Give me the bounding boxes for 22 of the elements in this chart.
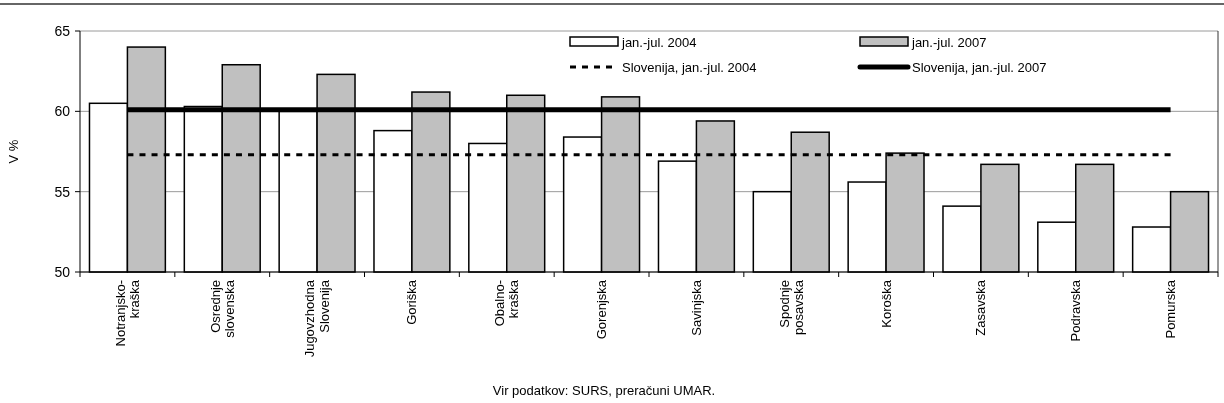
legend-label: jan.-jul. 2007 — [911, 34, 987, 50]
x-tick-label: Savinjska — [688, 279, 704, 336]
y-tick-label: 50 — [54, 263, 71, 280]
x-tick-label: Goriška — [404, 279, 420, 325]
x-tick-label: Osrednje slovenska — [207, 279, 237, 338]
y-tick-label: 60 — [54, 103, 71, 120]
y-tick-label: 65 — [54, 22, 71, 39]
x-tick-label: Koroška — [878, 279, 894, 328]
legend-label: Slovenija, jan.-jul. 2007 — [912, 59, 1047, 75]
x-tick-label: Jugovzhodna Slovenija — [302, 279, 332, 358]
legend-label: jan.-jul. 2004 — [621, 34, 697, 50]
x-tick-label: Notranjsko- kraška — [112, 279, 143, 347]
x-tick-label: Obalno- kraška — [492, 279, 522, 327]
x-tick-label: Gorenjska — [594, 279, 610, 340]
y-tick-label: 55 — [54, 183, 71, 200]
x-tick-label: Podravska — [1068, 279, 1084, 342]
text: Vir podatkov: SURS, preračuni UMAR. — [492, 383, 716, 398]
legend-label: Slovenija, jan.-jul. 2004 — [622, 59, 757, 75]
y-axis-title: V % — [6, 139, 21, 164]
x-tick-label: Zasavska — [973, 279, 989, 336]
x-tick-label: Pomurska — [1163, 279, 1179, 339]
x-tick-label: Spodnje posavska — [776, 279, 806, 335]
